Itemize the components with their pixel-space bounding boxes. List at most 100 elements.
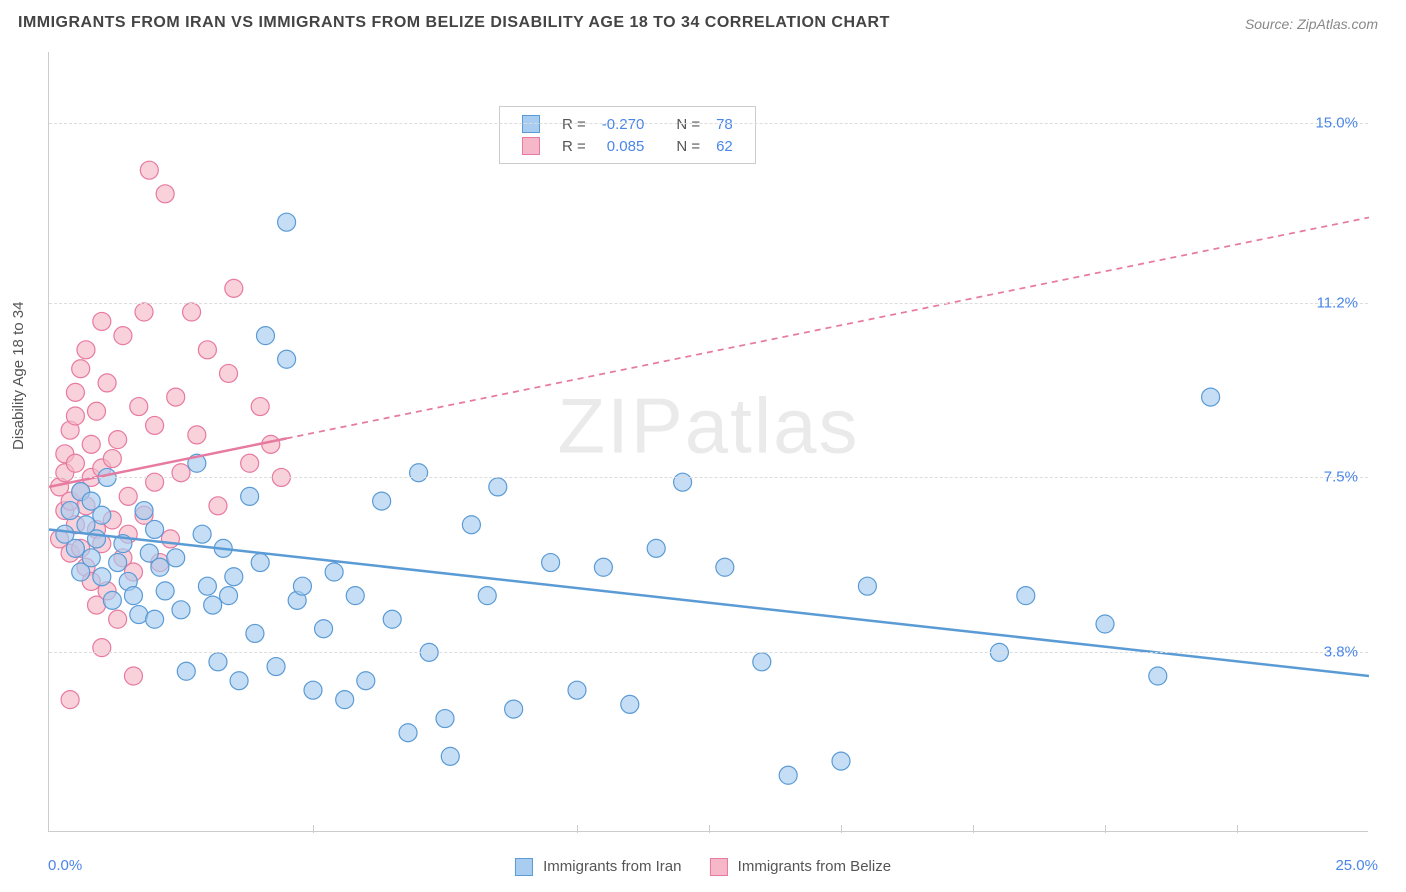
- stats-r-iran: -0.270: [594, 113, 653, 135]
- data-point: [716, 558, 734, 576]
- trend-line: [49, 529, 1369, 676]
- legend-item-belize: Immigrants from Belize: [710, 858, 892, 876]
- stats-n-belize: 62: [708, 135, 741, 157]
- data-point: [140, 161, 158, 179]
- data-point: [172, 464, 190, 482]
- data-point: [505, 700, 523, 718]
- data-point: [230, 672, 248, 690]
- y-tick-label: 7.5%: [1324, 469, 1358, 486]
- data-point: [204, 596, 222, 614]
- data-point: [1202, 388, 1220, 406]
- data-point: [156, 582, 174, 600]
- data-point: [278, 213, 296, 231]
- data-point: [441, 747, 459, 765]
- bottom-legend: Immigrants from Iran Immigrants from Bel…: [515, 858, 891, 876]
- data-point: [1149, 667, 1167, 685]
- data-point: [109, 610, 127, 628]
- data-point: [66, 407, 84, 425]
- data-point: [130, 398, 148, 416]
- data-point: [256, 327, 274, 345]
- data-point: [753, 653, 771, 671]
- data-point: [241, 487, 259, 505]
- chart-title: IMMIGRANTS FROM IRAN VS IMMIGRANTS FROM …: [18, 14, 890, 32]
- data-point: [151, 558, 169, 576]
- data-point: [225, 568, 243, 586]
- data-point: [209, 653, 227, 671]
- data-point: [130, 606, 148, 624]
- data-point: [156, 185, 174, 203]
- legend-label-belize: Immigrants from Belize: [738, 858, 891, 875]
- data-point: [61, 502, 79, 520]
- data-point: [220, 587, 238, 605]
- data-point: [77, 341, 95, 359]
- stats-r-label: R =: [554, 135, 594, 157]
- data-point: [114, 327, 132, 345]
- data-point: [93, 506, 111, 524]
- data-point: [177, 662, 195, 680]
- data-point: [135, 303, 153, 321]
- data-point: [478, 587, 496, 605]
- data-point: [399, 724, 417, 742]
- data-point: [88, 530, 106, 548]
- x-tick: [1237, 825, 1238, 833]
- scatter-svg: [49, 52, 1368, 831]
- data-point: [251, 398, 269, 416]
- data-point: [293, 577, 311, 595]
- data-point: [135, 502, 153, 520]
- data-point: [1096, 615, 1114, 633]
- data-point: [278, 350, 296, 368]
- data-point: [88, 402, 106, 420]
- data-point: [373, 492, 391, 510]
- x-tick: [973, 825, 974, 833]
- data-point: [315, 620, 333, 638]
- data-point: [325, 563, 343, 581]
- x-tick: [1105, 825, 1106, 833]
- stats-row-belize: R = 0.085 N = 62: [514, 135, 741, 157]
- data-point: [383, 610, 401, 628]
- swatch-belize: [522, 137, 540, 155]
- x-tick: [709, 825, 710, 833]
- data-point: [267, 658, 285, 676]
- stats-r-belize: 0.085: [594, 135, 653, 157]
- data-point: [103, 450, 121, 468]
- data-point: [436, 710, 454, 728]
- data-point: [124, 667, 142, 685]
- data-point: [198, 577, 216, 595]
- data-point: [542, 554, 560, 572]
- data-point: [246, 624, 264, 642]
- x-axis-min-label: 0.0%: [48, 857, 82, 874]
- data-point: [167, 549, 185, 567]
- legend-item-iran: Immigrants from Iran: [515, 858, 682, 876]
- data-point: [241, 454, 259, 472]
- data-point: [193, 525, 211, 543]
- stats-n-label: N =: [668, 135, 708, 157]
- gridline: [49, 477, 1368, 478]
- x-tick: [577, 825, 578, 833]
- y-tick-label: 11.2%: [1317, 294, 1358, 311]
- data-point: [82, 549, 100, 567]
- data-point: [779, 766, 797, 784]
- data-point: [489, 478, 507, 496]
- data-point: [103, 591, 121, 609]
- data-point: [109, 554, 127, 572]
- data-point: [124, 587, 142, 605]
- stats-n-iran: 78: [708, 113, 741, 135]
- data-point: [146, 610, 164, 628]
- data-point: [167, 388, 185, 406]
- data-point: [188, 426, 206, 444]
- data-point: [93, 568, 111, 586]
- gridline: [49, 123, 1368, 124]
- data-point: [346, 587, 364, 605]
- data-point: [832, 752, 850, 770]
- swatch-belize: [710, 858, 728, 876]
- plot-area: ZIPatlas R = -0.270 N = 78 R = 0.085 N =…: [48, 52, 1368, 832]
- data-point: [72, 360, 90, 378]
- data-point: [304, 681, 322, 699]
- data-point: [66, 454, 84, 472]
- data-point: [93, 312, 111, 330]
- data-point: [621, 695, 639, 713]
- data-point: [594, 558, 612, 576]
- data-point: [172, 601, 190, 619]
- data-point: [198, 341, 216, 359]
- y-axis-label: Disability Age 18 to 34: [10, 302, 27, 450]
